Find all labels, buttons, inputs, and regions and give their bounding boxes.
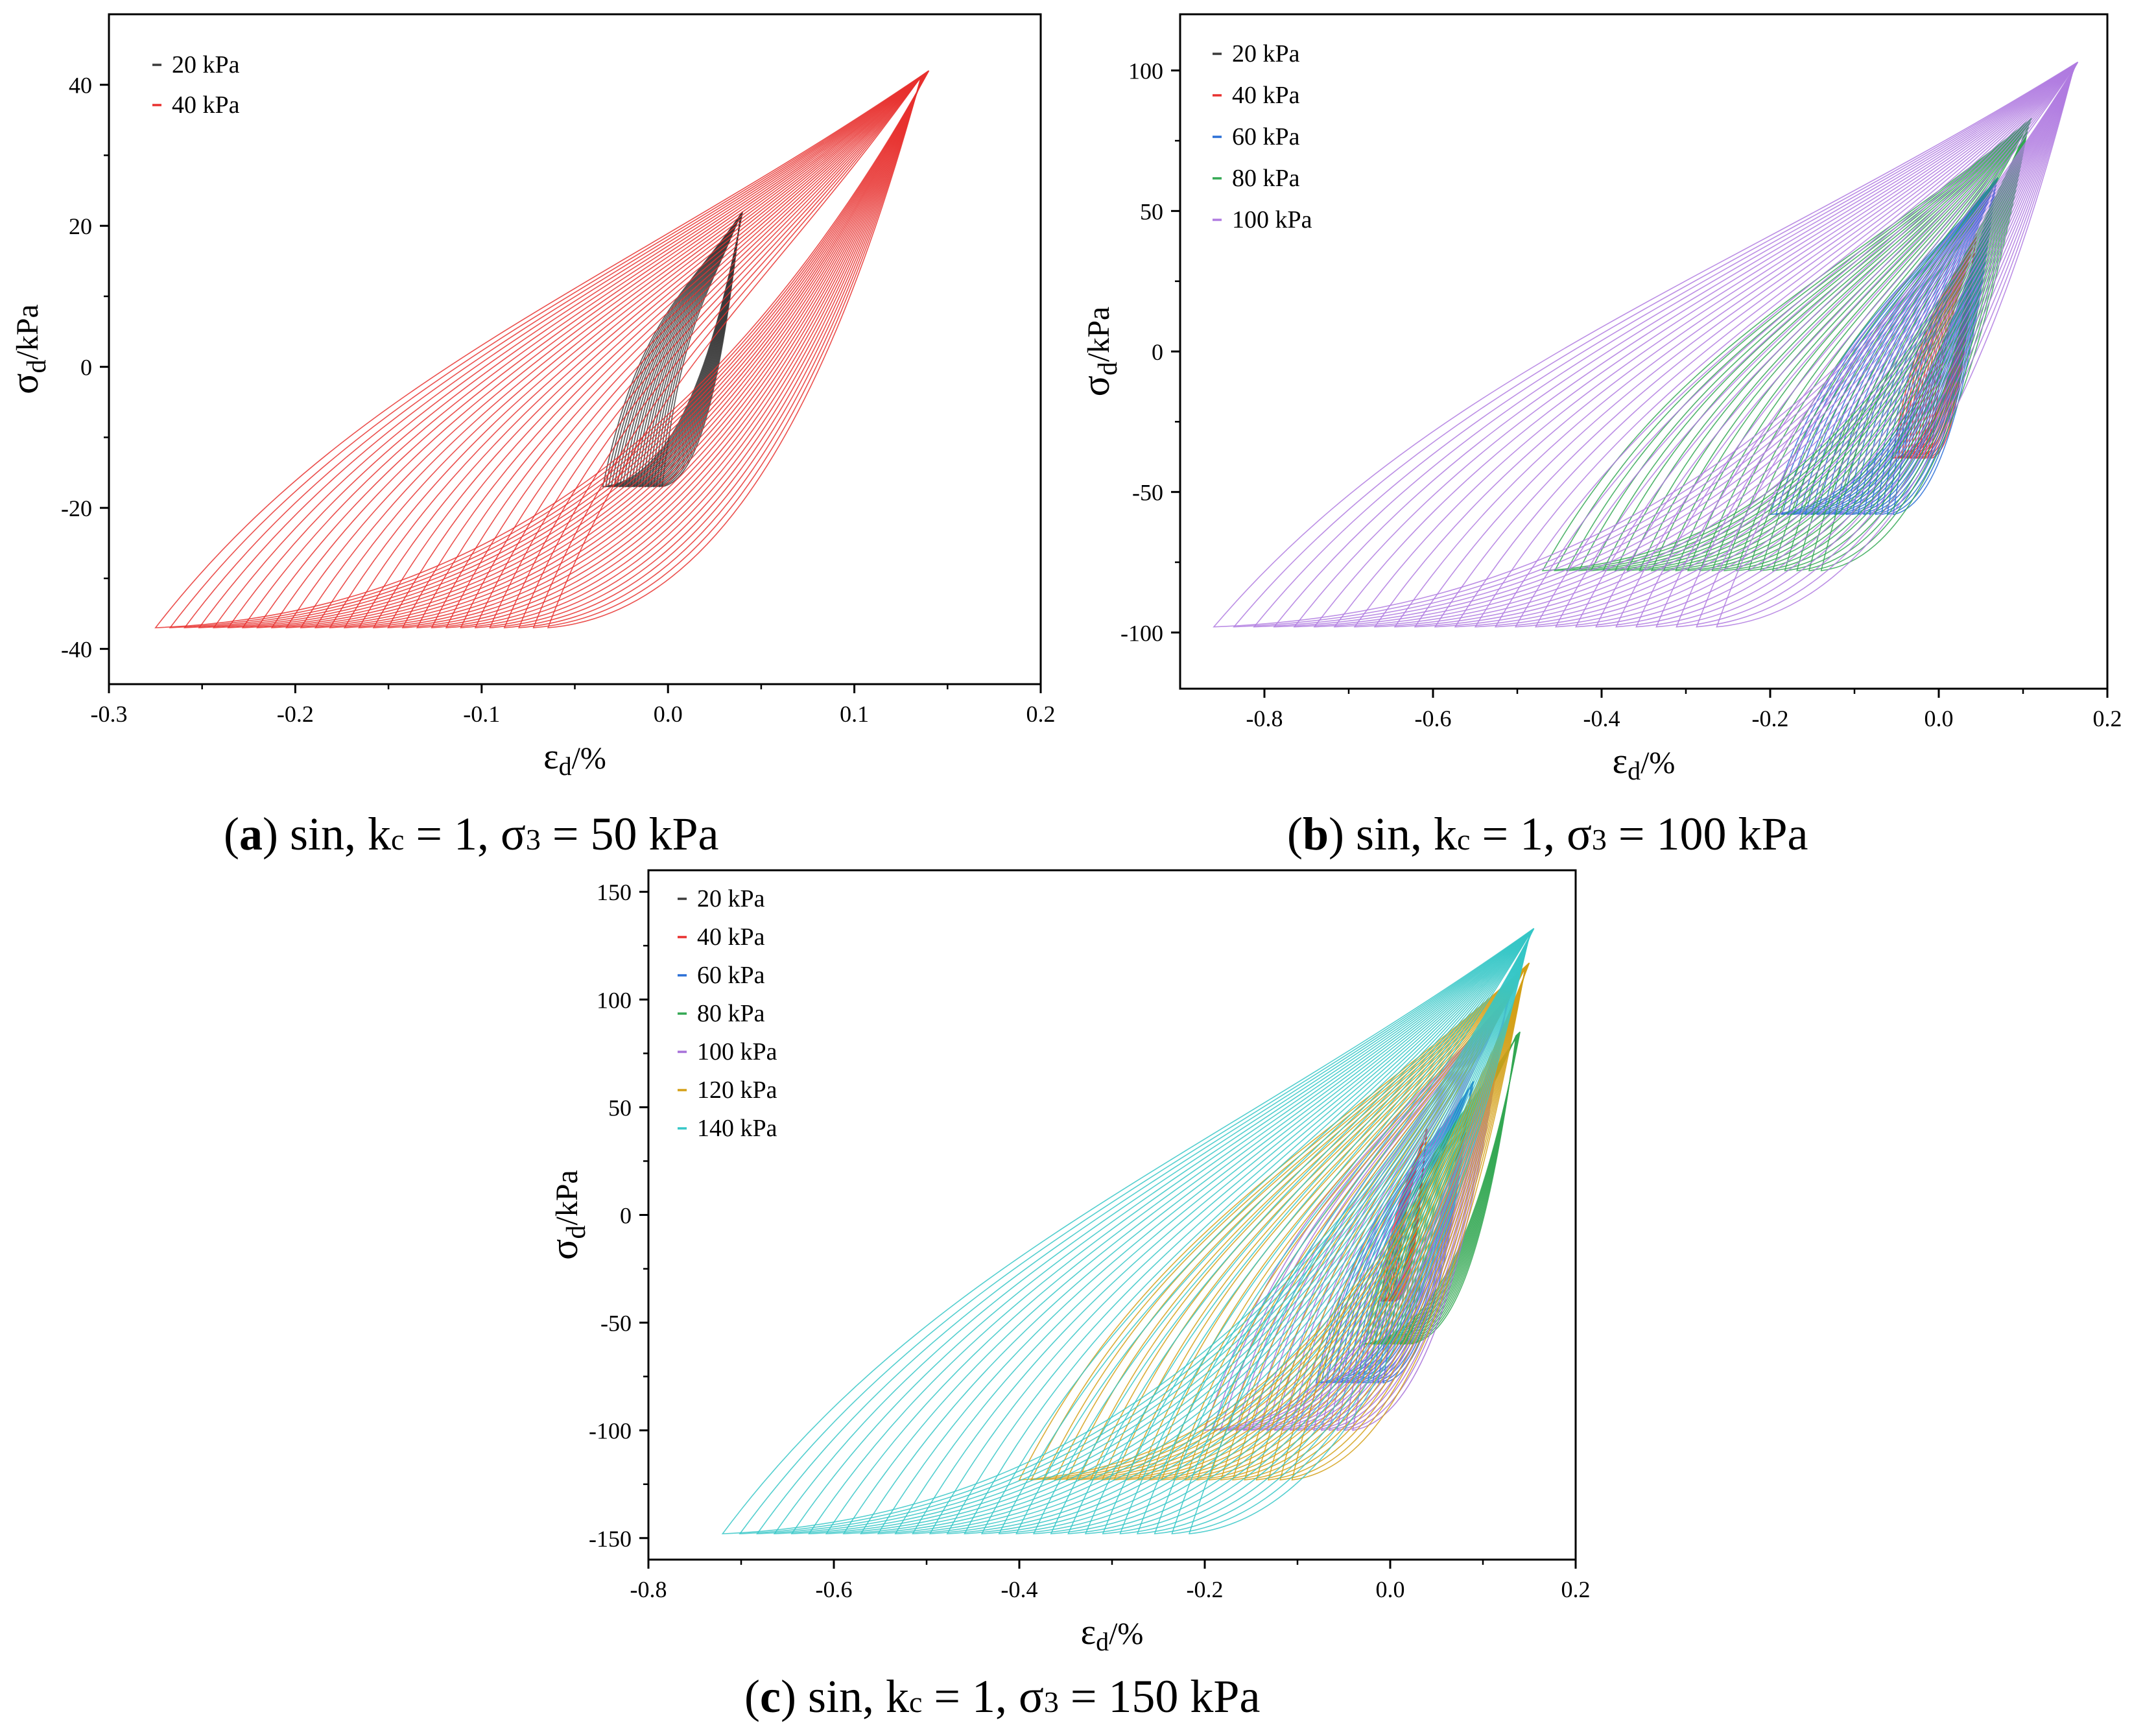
y-tick-label: -100	[1120, 620, 1163, 646]
plot-area	[154, 70, 930, 628]
series-20-kpa	[602, 211, 743, 488]
x-tick-label: -0.8	[1246, 706, 1283, 731]
series-40-kpa	[154, 70, 930, 628]
legend-label: 80 kPa	[1232, 165, 1300, 192]
x-tick-label: -0.3	[91, 701, 128, 727]
y-tick-label: -20	[61, 495, 92, 521]
legend-label: 80 kPa	[697, 1000, 765, 1027]
x-tick-label: 0.0	[654, 701, 683, 727]
legend-label: 20 kPa	[172, 51, 240, 78]
x-axis-label: εd/%	[543, 737, 606, 781]
chart-c: -0.8 -0.6 -0.4 -0.2 0.0 0.2 -150 -100 -50 0 50 100 1…	[543, 869, 1591, 1656]
loop	[154, 70, 930, 628]
plot-area	[721, 928, 1535, 1535]
loop	[721, 928, 1535, 1535]
y-tick-label: -150	[589, 1526, 632, 1552]
legend-label: 20 kPa	[697, 885, 765, 912]
series-120-kpa	[1018, 962, 1530, 1481]
y-axis-label: σd/kPa	[1074, 307, 1123, 397]
loop	[1213, 61, 2079, 628]
x-tick-label: -0.4	[1583, 706, 1620, 731]
caption-c: (c) sin, kc = 1, σ3 = 150 kPa	[744, 1671, 1261, 1722]
x-tick-label: -0.4	[1001, 1576, 1038, 1602]
x-axis-label: εd/%	[1081, 1612, 1144, 1656]
series-100-kpa	[1213, 61, 2079, 628]
legend-label: 40 kPa	[697, 923, 765, 951]
y-axis-label: σd/kPa	[3, 304, 52, 394]
legend-label: 60 kPa	[1232, 123, 1300, 150]
plot-area	[1213, 61, 2079, 628]
y-tick-label: 50	[1140, 198, 1163, 224]
legend-label: 60 kPa	[697, 962, 765, 989]
y-tick-label: -100	[589, 1418, 632, 1444]
y-axis-label: σd/kPa	[543, 1170, 591, 1260]
x-tick-label: -0.2	[277, 701, 314, 727]
y-tick-label: -50	[600, 1311, 632, 1337]
y-tick-label: 0	[1152, 339, 1163, 365]
legend-label: 20 kPa	[1232, 40, 1300, 67]
x-tick-label: -0.2	[1752, 706, 1789, 731]
x-tick-label: -0.8	[630, 1576, 667, 1602]
plot-frame	[108, 13, 1042, 685]
x-tick-label: 0.1	[840, 701, 869, 727]
legend-label: 40 kPa	[1232, 82, 1300, 109]
loop	[1514, 65, 2076, 628]
legend: 20 kPa 40 kPa	[152, 51, 240, 119]
loop	[1089, 964, 1529, 1480]
y-tick-label: 100	[597, 987, 632, 1013]
chart-a: -0.3 -0.2 -0.1 0.0 0.1 0.2 -40 -20 0 20 40 εd/% σd/k…	[3, 13, 1056, 781]
x-tick-label: 0.2	[2093, 706, 2122, 731]
y-tick-label: 150	[597, 879, 632, 905]
caption-b: (b) sin, kc = 1, σ3 = 100 kPa	[1287, 808, 1808, 860]
caption-a: (a) sin, kc = 1, σ3 = 50 kPa	[224, 808, 719, 860]
legend: 20 kPa 40 kPa 60 kPa 80 kPa 100 kPa	[1213, 40, 1312, 233]
x-tick-label: -0.6	[1415, 706, 1452, 731]
chart-b: -0.8 -0.6 -0.4 -0.2 0.0 0.2 -100 -50 0 50 100 εd/% σ…	[1074, 13, 2122, 785]
x-tick-label: 0.2	[1026, 701, 1056, 727]
x-tick-label: 0.2	[1561, 1576, 1591, 1602]
legend-label: 120 kPa	[697, 1076, 777, 1104]
x-tick-label: 0.0	[1925, 706, 1954, 731]
loop	[1018, 962, 1530, 1480]
x-tick-label: -0.1	[463, 701, 500, 727]
legend-label: 100 kPa	[1232, 206, 1312, 233]
legend-label: 140 kPa	[697, 1115, 777, 1142]
legend-label: 40 kPa	[172, 91, 240, 119]
y-tick-label: -40	[61, 637, 92, 663]
x-tick-label: -0.2	[1187, 1576, 1224, 1602]
x-tick-label: 0.0	[1376, 1576, 1405, 1602]
y-tick-label: 0	[620, 1203, 632, 1229]
loop	[416, 74, 925, 628]
legend-label: 100 kPa	[697, 1038, 777, 1065]
y-tick-label: 100	[1128, 58, 1163, 84]
series-140-kpa	[721, 928, 1535, 1535]
x-axis-label: εd/%	[1613, 741, 1676, 785]
x-tick-label: -0.6	[816, 1576, 853, 1602]
legend: 20 kPa 40 kPa 60 kPa 80 kPa 100 kPa 120 kPa 14…	[678, 885, 777, 1142]
y-tick-label: 0	[80, 355, 92, 381]
y-tick-label: 50	[608, 1095, 632, 1121]
y-tick-label: 20	[69, 213, 92, 239]
y-tick-label: 40	[69, 73, 92, 99]
loop	[285, 72, 927, 628]
loop	[1050, 932, 1532, 1535]
y-tick-label: -50	[1132, 480, 1163, 506]
